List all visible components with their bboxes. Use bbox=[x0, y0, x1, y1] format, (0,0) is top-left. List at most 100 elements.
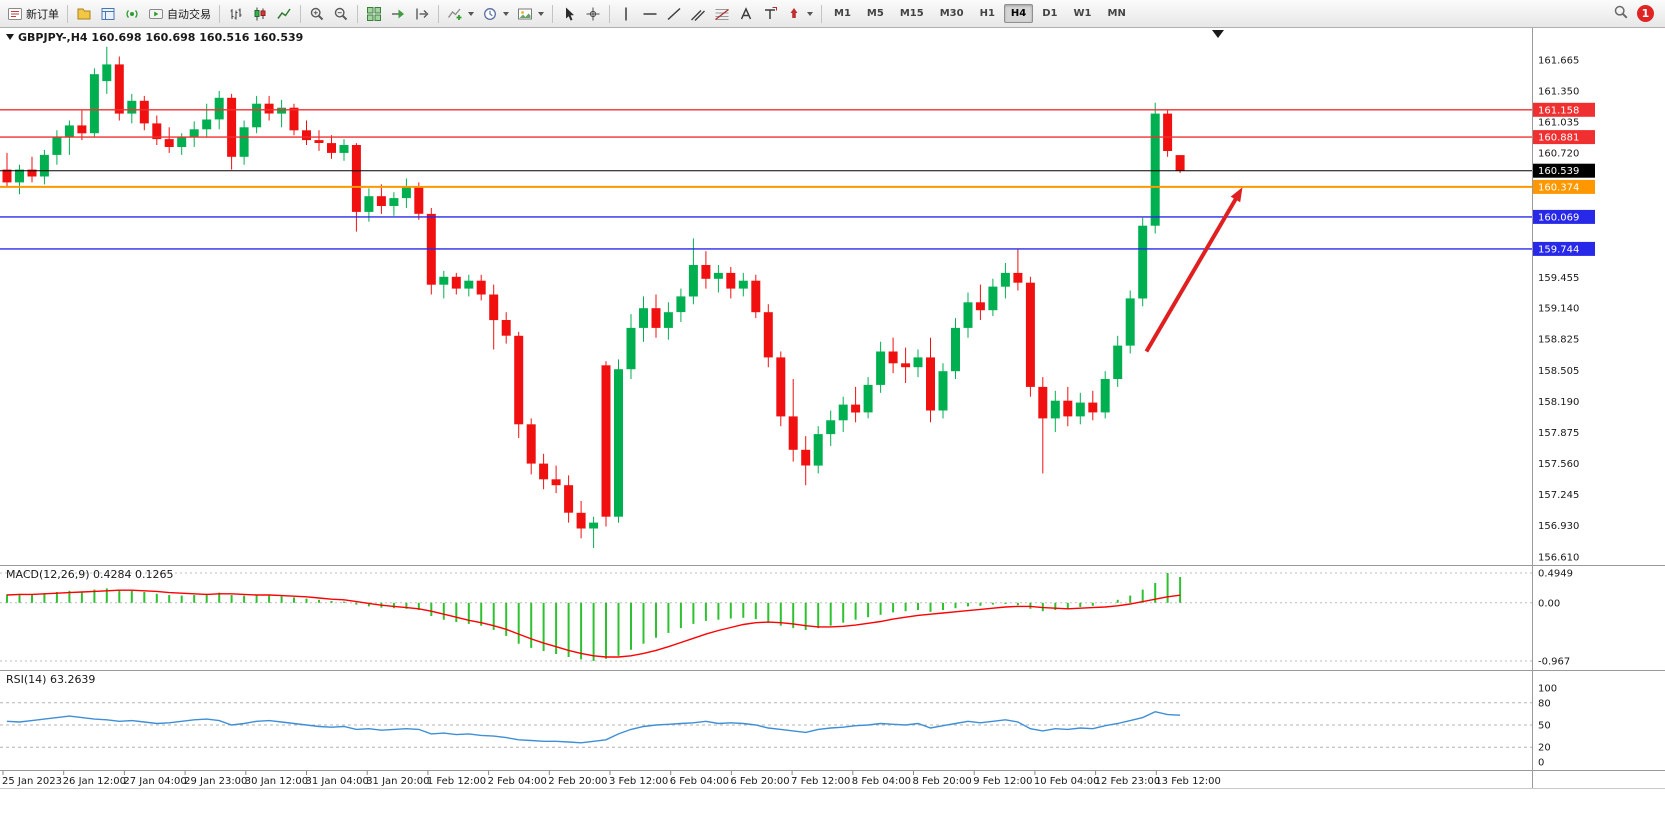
time-axis-label: 26 Jan 12:00 bbox=[63, 776, 126, 787]
text-icon bbox=[738, 6, 754, 22]
autotrading-button[interactable]: 自动交易 bbox=[144, 3, 215, 25]
candle-body bbox=[39, 154, 49, 177]
zoom-in-button[interactable] bbox=[305, 3, 329, 25]
channel-button[interactable] bbox=[686, 3, 710, 25]
dropdown-arrow-icon[interactable] bbox=[503, 11, 509, 16]
candle-body bbox=[614, 369, 623, 517]
toolbar-right: 1 bbox=[1613, 4, 1662, 24]
candle-body bbox=[1038, 386, 1048, 419]
auto-scroll-button[interactable] bbox=[386, 3, 410, 25]
macd-scale-label: -0.967 bbox=[1538, 657, 1570, 668]
timeframe-m15-button[interactable]: M15 bbox=[899, 8, 924, 19]
candle-body bbox=[277, 107, 287, 114]
price-tick-label: 156.930 bbox=[1538, 521, 1579, 532]
time-axis-label: 12 Feb 23:00 bbox=[1095, 776, 1161, 787]
text-button[interactable] bbox=[734, 3, 758, 25]
dropdown-arrow-icon[interactable] bbox=[468, 11, 474, 16]
price-tick-label: 158.190 bbox=[1538, 397, 1579, 408]
candle-body bbox=[888, 351, 898, 364]
candle-body bbox=[439, 276, 449, 285]
candle-body bbox=[389, 198, 399, 206]
toolbar-button-label: 自动交易 bbox=[167, 7, 211, 21]
fibonacci-button[interactable] bbox=[710, 3, 734, 25]
timeframe-h4-button[interactable]: H4 bbox=[1003, 4, 1034, 23]
vertical-line-button[interactable] bbox=[614, 3, 638, 25]
signals-button[interactable] bbox=[120, 3, 144, 25]
candle-body bbox=[202, 119, 212, 130]
candle-body bbox=[951, 327, 960, 372]
dropdown-arrow-icon[interactable] bbox=[538, 11, 544, 16]
candle-body bbox=[189, 129, 199, 138]
autotrading-icon bbox=[148, 6, 164, 22]
candle-body bbox=[926, 357, 935, 411]
candle-body bbox=[788, 416, 798, 450]
timeframe-m5-button[interactable]: M5 bbox=[866, 8, 884, 19]
timeframe-m30-button[interactable]: M30 bbox=[939, 8, 964, 19]
price-tick-label: 157.875 bbox=[1538, 428, 1579, 439]
tile-windows-icon bbox=[366, 6, 382, 22]
text-label-button[interactable] bbox=[758, 3, 782, 25]
candlestick-chart-button[interactable] bbox=[248, 3, 272, 25]
notification-badge[interactable]: 1 bbox=[1637, 5, 1654, 22]
price-tick-label: 157.245 bbox=[1538, 490, 1579, 501]
trendline-button[interactable] bbox=[662, 3, 686, 25]
trend-arrow-object[interactable] bbox=[1144, 194, 1240, 353]
candle-body bbox=[1175, 155, 1185, 171]
arrows-icon bbox=[786, 6, 802, 22]
candle-body bbox=[601, 365, 611, 517]
candle-body bbox=[838, 404, 848, 421]
chart-shift-button[interactable] bbox=[410, 3, 434, 25]
dropdown-arrow-icon[interactable] bbox=[807, 11, 813, 16]
tile-windows-button[interactable] bbox=[362, 3, 386, 25]
periods-button[interactable] bbox=[478, 3, 513, 25]
candle-body bbox=[1150, 113, 1160, 226]
trend-arrow-head bbox=[1230, 187, 1243, 203]
horizontal-line-icon bbox=[642, 6, 658, 22]
candle-body bbox=[164, 139, 174, 147]
periods-icon bbox=[482, 6, 498, 22]
templates-button[interactable] bbox=[513, 3, 548, 25]
price-tick-label: 158.505 bbox=[1538, 366, 1579, 377]
chart-shift-marker[interactable] bbox=[1212, 30, 1224, 38]
vertical-line-icon bbox=[618, 6, 634, 22]
timeframe-d1-button[interactable]: D1 bbox=[1042, 8, 1058, 19]
line-chart-button[interactable] bbox=[272, 3, 296, 25]
data-window-button[interactable] bbox=[96, 3, 120, 25]
channel-icon bbox=[690, 6, 706, 22]
time-axis-label: 6 Feb 20:00 bbox=[730, 776, 789, 787]
rsi-panel-area[interactable] bbox=[0, 671, 1530, 770]
candle-body bbox=[77, 125, 87, 134]
candle-body bbox=[913, 357, 923, 368]
toolbar-separator bbox=[438, 4, 439, 23]
candle-body bbox=[1075, 402, 1085, 417]
candle-body bbox=[114, 64, 124, 114]
candle-body bbox=[364, 196, 374, 212]
arrows-button[interactable] bbox=[782, 3, 817, 25]
crosshair-button[interactable] bbox=[581, 3, 605, 25]
profiles-button[interactable] bbox=[72, 3, 96, 25]
macd-label: MACD(12,26,9) 0.4284 0.1265 bbox=[6, 568, 174, 581]
search-icon[interactable] bbox=[1613, 4, 1629, 24]
candle-body bbox=[376, 196, 386, 206]
candle-body bbox=[464, 280, 474, 289]
price-badge bbox=[1533, 179, 1595, 194]
zoom-out-button[interactable] bbox=[329, 3, 353, 25]
toolbar-separator bbox=[609, 4, 610, 23]
timeframe-w1-button[interactable]: W1 bbox=[1073, 8, 1092, 19]
horizontal-line-button[interactable] bbox=[638, 3, 662, 25]
bar-chart-button[interactable] bbox=[224, 3, 248, 25]
indicators-button[interactable] bbox=[443, 3, 478, 25]
toolbar: 新订单 自动交易 M1 M5 M15 M30 H1 H4 D1 W1 MN 1 bbox=[0, 0, 1665, 28]
new-order-button[interactable]: 新订单 bbox=[3, 3, 63, 25]
timeframe-h1-button[interactable]: H1 bbox=[979, 8, 995, 19]
timeframe-mn-button[interactable]: MN bbox=[1107, 8, 1126, 19]
timeframe-m1-button[interactable]: M1 bbox=[834, 8, 851, 19]
cursor-button[interactable] bbox=[557, 3, 581, 25]
price-tick-label: 158.825 bbox=[1538, 335, 1579, 346]
price-badge bbox=[1533, 209, 1595, 224]
bar-chart-icon bbox=[228, 6, 244, 22]
toolbar-separator bbox=[357, 4, 358, 23]
macd-panel-area[interactable] bbox=[0, 566, 1530, 670]
time-axis-label: 13 Feb 12:00 bbox=[1155, 776, 1221, 787]
time-axis-label: 7 Feb 12:00 bbox=[791, 776, 850, 787]
